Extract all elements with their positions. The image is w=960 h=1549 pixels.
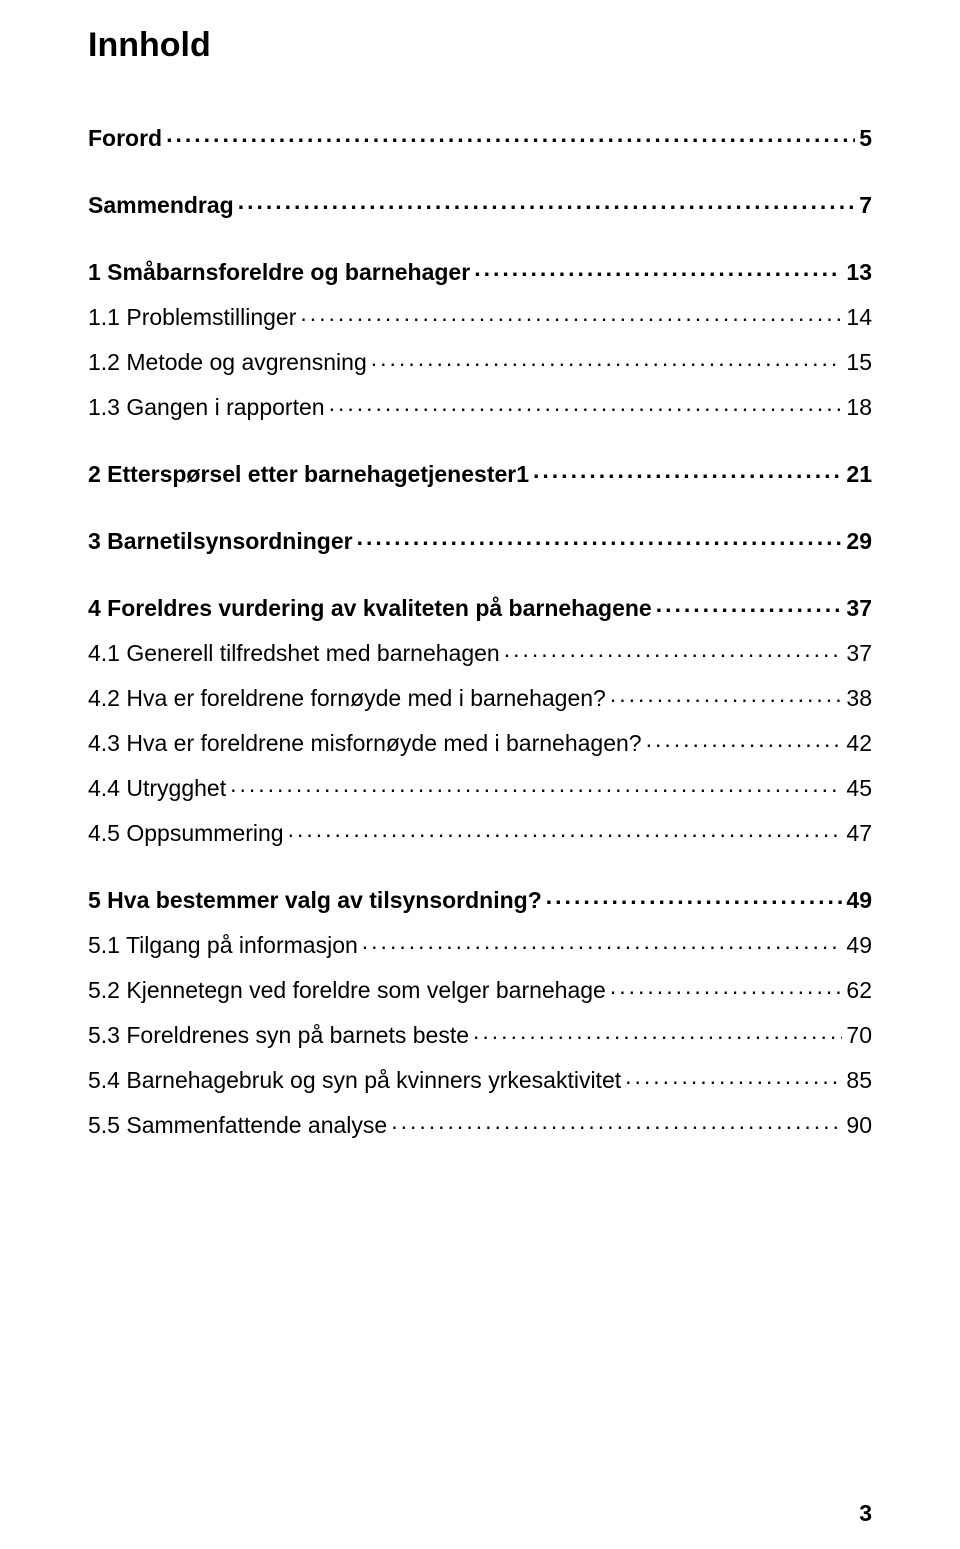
toc-entry: 1 Småbarnsforeldre og barnehager 13 <box>88 257 872 284</box>
toc-entry-label: 1.3 Gangen i rapporten <box>88 396 325 419</box>
toc-entry: 4.5 Oppsummering 47 <box>88 818 872 845</box>
toc-entry-page: 70 <box>846 1024 872 1047</box>
toc-leader-dots <box>533 459 842 482</box>
toc-entry-label: 1.1 Problemstillinger <box>88 306 296 329</box>
toc-entry-page: 13 <box>846 261 872 284</box>
toc-entry: 4.2 Hva er foreldrene fornøyde med i bar… <box>88 683 872 710</box>
toc-leader-dots <box>474 257 842 280</box>
toc-leader-dots <box>656 593 843 616</box>
toc-entry-label: 4.3 Hva er foreldrene misfornøyde med i … <box>88 732 642 755</box>
toc-entry-page: 5 <box>859 127 872 150</box>
toc-entry-page: 85 <box>846 1069 872 1092</box>
toc-entry-label: Forord <box>88 127 162 150</box>
toc-entry-label: 1 Småbarnsforeldre og barnehager <box>88 261 470 284</box>
toc-entry: 3 Barnetilsynsordninger 29 <box>88 526 872 553</box>
toc-leader-dots <box>329 392 843 415</box>
toc-leader-dots <box>610 683 843 706</box>
toc-entry: 5.3 Foreldrenes syn på barnets beste 70 <box>88 1020 872 1047</box>
toc-list: Forord 5 Sammendrag 7 1 Småbarnsforeldre og … <box>88 123 872 1137</box>
toc-entry: 4.1 Generell tilfredshet med barnehagen 3… <box>88 638 872 665</box>
toc-leader-dots <box>166 123 855 146</box>
toc-entry-page: 21 <box>846 463 872 486</box>
toc-entry-label: 3 Barnetilsynsordninger <box>88 530 353 553</box>
toc-entry-label: Sammendrag <box>88 194 234 217</box>
toc-entry-page: 38 <box>846 687 872 710</box>
toc-leader-dots <box>546 885 843 908</box>
toc-title: Innhold <box>88 26 872 65</box>
toc-entry-page: 62 <box>846 979 872 1002</box>
toc-entry-page: 7 <box>859 194 872 217</box>
toc-entry: 1.2 Metode og avgrensning 15 <box>88 347 872 374</box>
toc-entry-label: 4.4 Utrygghet <box>88 777 226 800</box>
toc-entry: 2 Etterspørsel etter barnehagetjenester1… <box>88 459 872 486</box>
toc-entry-page: 14 <box>846 306 872 329</box>
toc-page: Innhold Forord 5 Sammendrag 7 1 Småbarnsfore… <box>0 0 960 1549</box>
toc-entry-label: 4.2 Hva er foreldrene fornøyde med i bar… <box>88 687 606 710</box>
page-number: 3 <box>859 1500 872 1527</box>
toc-entry: 5 Hva bestemmer valg av tilsynsordning? 4… <box>88 885 872 912</box>
toc-entry-page: 49 <box>846 889 872 912</box>
toc-leader-dots <box>238 190 855 213</box>
toc-leader-dots <box>625 1065 842 1088</box>
toc-entry-label: 5.5 Sammenfattende analyse <box>88 1114 387 1137</box>
toc-entry-page: 49 <box>846 934 872 957</box>
toc-leader-dots <box>473 1020 842 1043</box>
toc-leader-dots <box>300 302 842 325</box>
toc-entry: 4.4 Utrygghet 45 <box>88 773 872 800</box>
toc-leader-dots <box>288 818 843 841</box>
toc-leader-dots <box>230 773 842 796</box>
toc-leader-dots <box>504 638 843 661</box>
toc-leader-dots <box>357 526 843 549</box>
toc-entry-page: 45 <box>846 777 872 800</box>
toc-leader-dots <box>362 930 843 953</box>
toc-entry-label: 5.2 Kjennetegn ved foreldre som velger b… <box>88 979 606 1002</box>
toc-entry-label: 4.1 Generell tilfredshet med barnehagen <box>88 642 500 665</box>
toc-entry-label: 2 Etterspørsel etter barnehagetjenester1 <box>88 463 529 486</box>
toc-leader-dots <box>371 347 843 370</box>
toc-entry: Sammendrag 7 <box>88 190 872 217</box>
toc-entry-page: 47 <box>846 822 872 845</box>
toc-entry: 4 Foreldres vurdering av kvaliteten på b… <box>88 593 872 620</box>
toc-entry-page: 18 <box>846 396 872 419</box>
toc-entry-label: 5 Hva bestemmer valg av tilsynsordning? <box>88 889 542 912</box>
toc-entry: Forord 5 <box>88 123 872 150</box>
toc-entry-page: 42 <box>846 732 872 755</box>
toc-entry: 5.5 Sammenfattende analyse 90 <box>88 1110 872 1137</box>
toc-entry-label: 4 Foreldres vurdering av kvaliteten på b… <box>88 597 652 620</box>
toc-entry: 5.2 Kjennetegn ved foreldre som velger b… <box>88 975 872 1002</box>
toc-entry-page: 37 <box>846 642 872 665</box>
toc-leader-dots <box>646 728 843 751</box>
toc-entry: 5.4 Barnehagebruk og syn på kvinners yrk… <box>88 1065 872 1092</box>
toc-entry-label: 1.2 Metode og avgrensning <box>88 351 367 374</box>
toc-entry-label: 5.4 Barnehagebruk og syn på kvinners yrk… <box>88 1069 621 1092</box>
toc-entry: 1.3 Gangen i rapporten 18 <box>88 392 872 419</box>
toc-entry: 1.1 Problemstillinger 14 <box>88 302 872 329</box>
toc-entry-page: 37 <box>846 597 872 620</box>
toc-entry-label: 5.1 Tilgang på informasjon <box>88 934 358 957</box>
toc-entry: 5.1 Tilgang på informasjon 49 <box>88 930 872 957</box>
toc-entry-page: 90 <box>846 1114 872 1137</box>
toc-leader-dots <box>391 1110 842 1133</box>
toc-leader-dots <box>610 975 843 998</box>
toc-entry-page: 29 <box>846 530 872 553</box>
toc-entry-page: 15 <box>846 351 872 374</box>
toc-entry-label: 5.3 Foreldrenes syn på barnets beste <box>88 1024 469 1047</box>
toc-entry-label: 4.5 Oppsummering <box>88 822 284 845</box>
toc-entry: 4.3 Hva er foreldrene misfornøyde med i … <box>88 728 872 755</box>
